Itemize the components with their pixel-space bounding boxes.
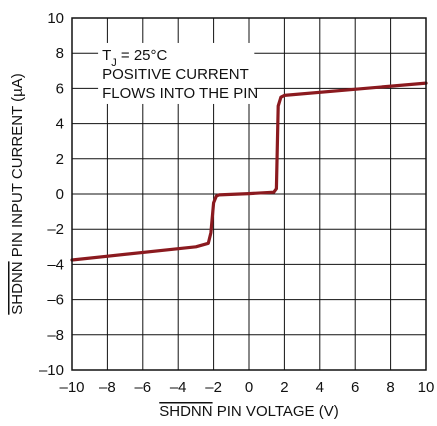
y-tick-label: 10 (47, 10, 64, 27)
x-tick-labels: –10 –8 –6 –4 –2 0 2 4 6 8 10 (59, 379, 434, 396)
series-layer (70, 81, 428, 262)
y-tick-label: –10 (39, 362, 64, 379)
x-tick-label: 2 (280, 379, 288, 396)
x-tick-label: –10 (59, 379, 84, 396)
annotation-background (98, 42, 255, 104)
y-tick-label: –2 (47, 221, 64, 238)
annotation-positive-current: POSITIVE CURRENT (102, 66, 249, 83)
y-tick-labels: –10 –8 –6 –4 –2 0 2 4 6 8 10 (39, 10, 64, 379)
x-tick-label: 10 (418, 379, 435, 396)
y-axis-title: SHDNN PIN INPUT CURRENT (µA) (9, 73, 26, 314)
y-tick-label: 8 (56, 45, 64, 62)
plot-frame (71, 17, 427, 371)
y-tick-label: 0 (56, 186, 64, 203)
y-tick-label: –4 (47, 256, 64, 273)
x-tick-label: –2 (205, 379, 222, 396)
x-tick-label: –8 (99, 379, 116, 396)
x-tick-label: 0 (245, 379, 253, 396)
x-tick-label: 6 (351, 379, 359, 396)
y-tick-label: –8 (47, 327, 64, 344)
y-tick-label: –6 (47, 292, 64, 309)
annotation-temperature: TJ = 25°C (102, 47, 167, 69)
annotation-flows-into-pin: FLOWS INTO THE PIN (102, 85, 258, 102)
x-tick-label: –6 (134, 379, 151, 396)
y-tick-label: 2 (56, 151, 64, 168)
y-tick-label: 4 (56, 116, 64, 133)
x-tick-label: –4 (170, 379, 187, 396)
x-tick-label: 4 (316, 379, 324, 396)
x-tick-label: 8 (386, 379, 394, 396)
x-axis-title: SHDNN PIN VOLTAGE (V) (159, 403, 338, 420)
y-tick-label: 6 (56, 80, 64, 97)
series-line (70, 81, 428, 262)
